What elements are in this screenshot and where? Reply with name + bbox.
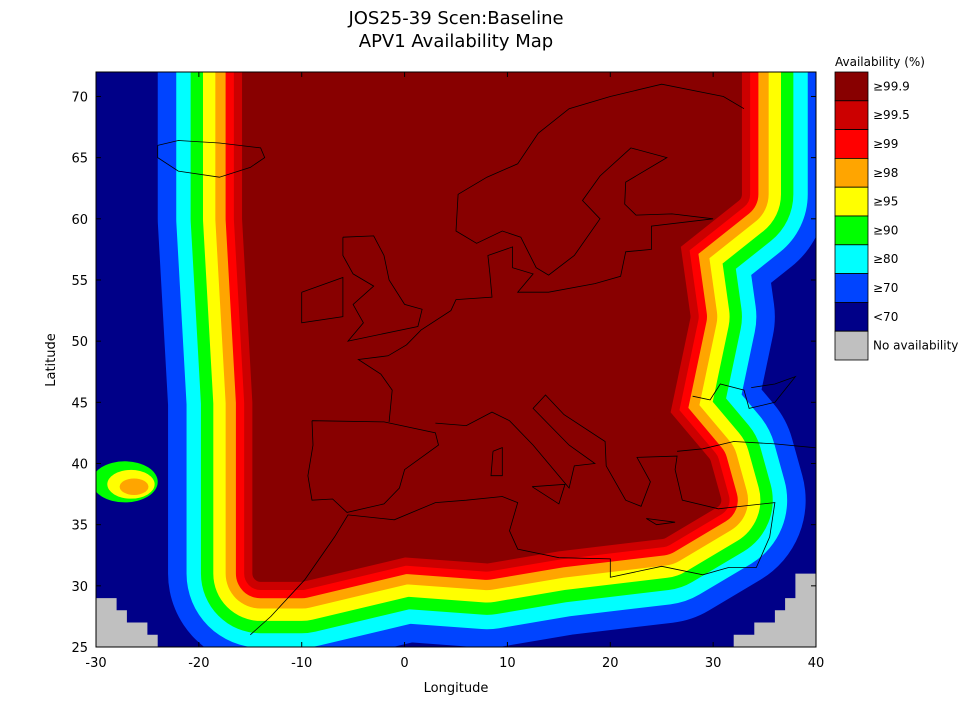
legend-swatch xyxy=(834,71,869,102)
x-axis: -30 -20 -10 0 10 20 30 40 xyxy=(85,72,824,671)
legend-swatch xyxy=(834,244,869,275)
x-tick-label: 20 xyxy=(602,656,619,671)
legend-label: ≥99 xyxy=(873,137,898,151)
coastline-3 xyxy=(307,420,439,513)
y-tick-label: 70 xyxy=(71,90,88,105)
x-tick-label: -10 xyxy=(291,656,312,671)
no-availability-region-0 xyxy=(96,598,158,647)
legend-swatch xyxy=(834,186,869,217)
coastline-7 xyxy=(692,375,797,409)
coastline-1 xyxy=(342,235,423,342)
coastline-2 xyxy=(301,276,344,324)
coastline-10 xyxy=(646,518,676,526)
band-999 xyxy=(242,72,742,582)
coastline-0 xyxy=(157,140,266,178)
legend-swatch xyxy=(834,215,869,246)
chart-subtitle: APV1 Availability Map xyxy=(358,31,554,52)
x-tick-label: -20 xyxy=(188,656,209,671)
no-availability-region-1 xyxy=(733,573,816,647)
legend-label: No availability xyxy=(873,339,958,353)
x-tick-label: 30 xyxy=(705,656,722,671)
legend-swatch xyxy=(834,157,869,188)
y-tick-label: 45 xyxy=(71,396,88,411)
y-tick-label: 40 xyxy=(71,457,88,472)
legend-label: ≥99.5 xyxy=(873,108,910,122)
legend-title: Availability (%) xyxy=(835,55,925,69)
x-tick-label: 10 xyxy=(499,656,516,671)
legend-label: ≥98 xyxy=(873,166,898,180)
legend-label: ≥80 xyxy=(873,252,898,266)
legend-swatch xyxy=(834,129,869,159)
plot-frame xyxy=(95,71,817,648)
legend-label: ≥90 xyxy=(873,223,898,237)
legend: ≥99.9 ≥99.5 ≥99 ≥98 ≥95 ≥90 ≥80 ≥70 <70 No availa… xyxy=(834,71,958,361)
y-axis-label: Latitude xyxy=(44,333,59,387)
y-tick-label: 65 xyxy=(71,152,88,167)
legend-swatch xyxy=(834,100,869,131)
x-tick-label: 0 xyxy=(400,656,408,671)
coastline-5 xyxy=(250,394,776,636)
chart-title: JOS25-39 Scen:Baseline xyxy=(348,8,564,29)
y-tick-label: 35 xyxy=(71,519,88,534)
y-tick-label: 30 xyxy=(71,580,88,595)
x-tick-label: 40 xyxy=(808,656,825,671)
y-tick-label: 50 xyxy=(71,335,88,350)
coastline-6 xyxy=(677,441,816,452)
legend-label: ≥99.9 xyxy=(873,79,910,93)
legend-swatch xyxy=(834,301,869,332)
legend-swatch xyxy=(834,273,869,303)
legend-swatch xyxy=(834,330,869,361)
coastline-4 xyxy=(357,83,745,422)
coastlines xyxy=(157,83,816,636)
x-tick-label: -30 xyxy=(85,656,106,671)
coastline-8 xyxy=(490,447,503,477)
y-tick-label: 55 xyxy=(71,274,88,289)
legend-label: ≥70 xyxy=(873,281,898,295)
x-axis-label: Longitude xyxy=(424,681,489,696)
azores-band-2 xyxy=(119,478,149,495)
y-tick-label: 60 xyxy=(71,213,88,228)
y-axis: 25 30 35 40 45 50 55 60 65 70 xyxy=(71,90,816,656)
coastline-9 xyxy=(531,483,566,505)
legend-label: <70 xyxy=(873,310,898,324)
legend-label: ≥95 xyxy=(873,195,898,209)
availability-map xyxy=(96,72,816,647)
y-tick-label: 25 xyxy=(71,641,88,656)
